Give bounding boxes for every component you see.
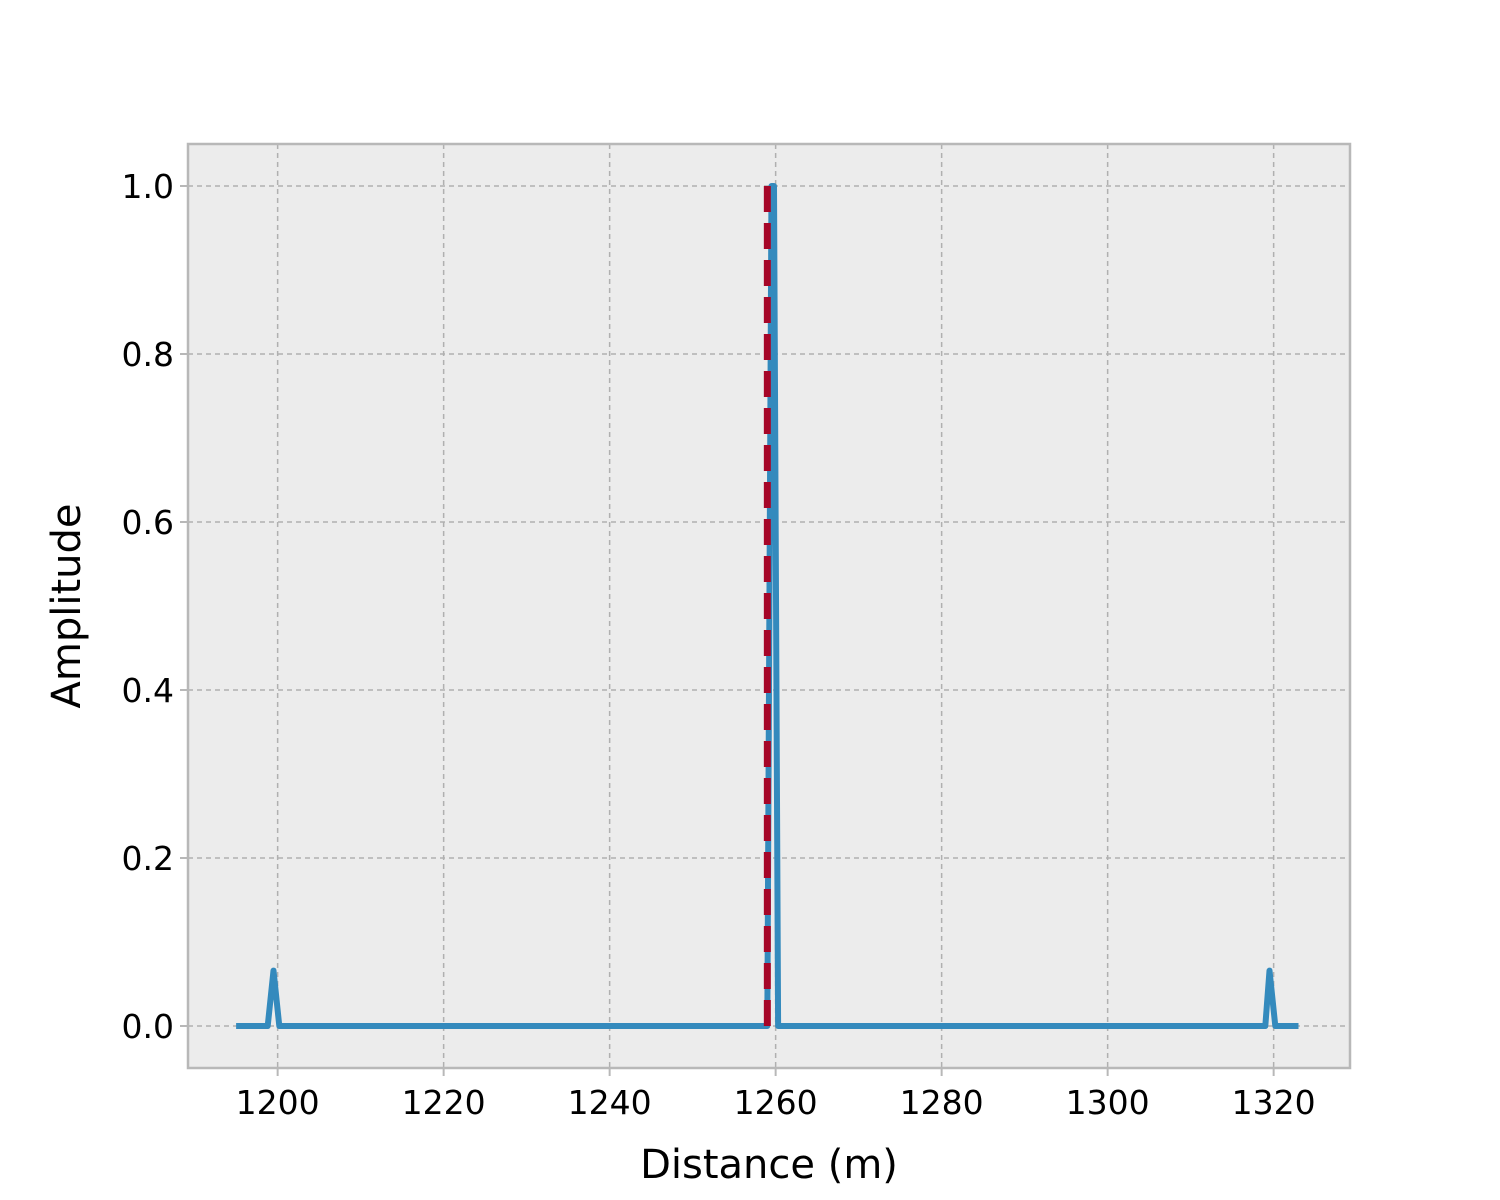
y-tick-label: 0.4 (122, 671, 174, 710)
y-tick-label: 0.2 (122, 839, 174, 878)
ticks: 1200 1220 1240 1260 1280 1300 1320 0.0 0.2 0.4 0.6… (122, 167, 1316, 1122)
x-tick-label: 1240 (568, 1083, 652, 1122)
x-tick-label: 1280 (900, 1083, 984, 1122)
x-tick-label: 1300 (1066, 1083, 1150, 1122)
x-tick-label: 1260 (734, 1083, 818, 1122)
x-tick-label: 1200 (236, 1083, 320, 1122)
x-tick-label: 1220 (402, 1083, 486, 1122)
x-tick-label: 1320 (1232, 1083, 1316, 1122)
y-tick-label: 1.0 (122, 167, 174, 206)
y-tick-label: 0.6 (122, 503, 174, 542)
x-axis-label: Distance (m) (640, 1142, 898, 1188)
y-tick-label: 0.8 (122, 335, 174, 374)
series-layer (236, 183, 1299, 1029)
y-tick-label: 0.0 (122, 1007, 174, 1046)
series-line-0 (236, 183, 1299, 1029)
y-axis-label: Amplitude (44, 504, 90, 709)
plot-frame (186, 142, 1352, 1070)
